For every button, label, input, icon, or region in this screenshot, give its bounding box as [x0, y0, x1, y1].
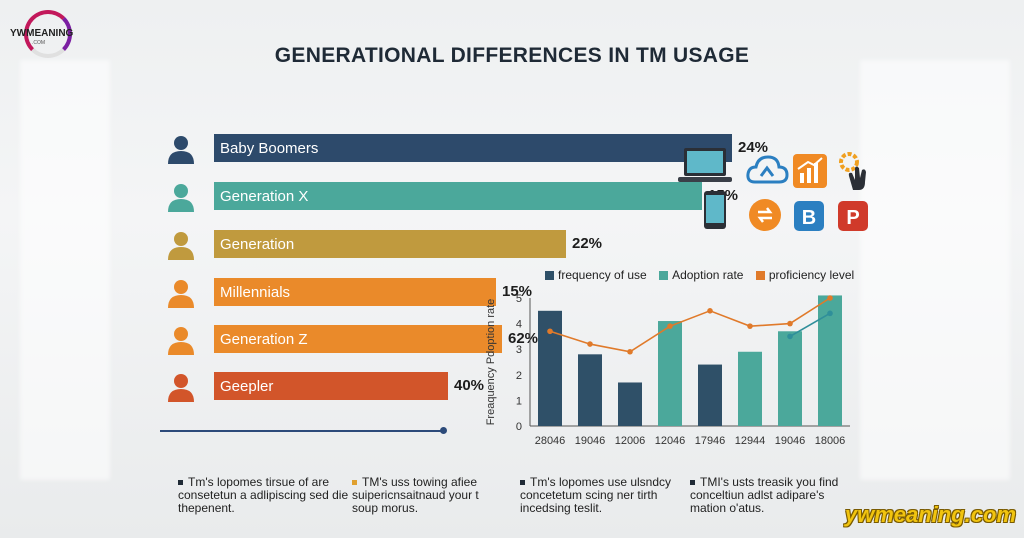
bars-axis-dot: [440, 427, 447, 434]
note-2-text: TM's uss towing afiee suipericnsaitnaud …: [352, 475, 479, 515]
generation-bar: Generation X: [214, 182, 702, 210]
generation-bar: Generation Z: [214, 325, 502, 353]
legend-swatch-frequency: [545, 271, 554, 280]
generation-bar: Geepler: [214, 372, 448, 400]
bar-mark: [778, 331, 802, 426]
line-point: [787, 320, 793, 327]
note-bullet: [352, 480, 357, 486]
x-tick-label: 19046: [775, 435, 806, 447]
bar-mark: [738, 351, 762, 426]
legend-adoption: Adoption rate: [672, 268, 744, 282]
line-point: [827, 310, 833, 317]
cloud-icon: [746, 155, 789, 184]
b-letter-icon: B: [794, 201, 824, 231]
legend-swatch-adoption: [659, 271, 669, 280]
generation-percent: 22%: [572, 235, 603, 252]
y-tick-label: 2: [516, 370, 522, 382]
bar-mark: [578, 354, 602, 426]
generation-label: Generation X: [220, 188, 309, 205]
person-icon: [168, 374, 194, 402]
generation-label: Baby Boomers: [220, 140, 319, 157]
line-point: [627, 348, 633, 355]
x-tick-label: 12006: [615, 435, 646, 447]
brand-watermark: ywmeaning.com: [844, 502, 1016, 527]
y-tick-label: 3: [516, 344, 522, 356]
laptop-icon: [678, 148, 732, 182]
x-tick-label: 19046: [575, 435, 606, 447]
generation-percent: 62%: [508, 330, 539, 347]
bar-mark: [538, 310, 562, 426]
note-4-text: TMI's usts treasik you find conceltiun a…: [690, 475, 839, 515]
generation-label: Generation: [220, 236, 295, 253]
x-tick-label: 12046: [655, 435, 686, 447]
y-tick-label: 1: [516, 395, 522, 407]
bar-mark: [618, 382, 642, 426]
logo-ring-icon: [24, 10, 72, 58]
note-1-text: Tm's lopomes tirsue of are consetetun a …: [178, 475, 349, 515]
x-tick-label: 28046: [535, 435, 566, 447]
logo-text: YWMEANING: [10, 28, 74, 39]
line-point: [787, 333, 793, 340]
growth-chart-icon: [793, 154, 827, 188]
generation-label: Millennials: [220, 284, 291, 301]
bar-mark: [698, 364, 722, 426]
line-point: [827, 295, 833, 301]
svg-text:P: P: [846, 207, 859, 229]
generation-percent: 24%: [738, 139, 769, 156]
note-1: Tm's lopomes tirsue of are consetetun a …: [178, 476, 358, 515]
person-icon: [168, 327, 194, 355]
page-title: GENERATIONAL DIFFERENCES IN TM USAGE: [274, 44, 750, 67]
logo-subtext: .COM: [32, 40, 46, 46]
note-4: TMI's usts treasik you find conceltiun a…: [690, 476, 860, 515]
note-bullet: [178, 480, 183, 486]
chart-legend: frequency of use Adoption rate proficien…: [545, 268, 863, 282]
line-point: [747, 323, 753, 329]
bars-axis-line: [160, 430, 444, 432]
x-tick-label: 12944: [735, 435, 766, 447]
note-bullet: [520, 480, 525, 486]
bar-mark: [658, 321, 682, 426]
line-series: [789, 312, 831, 338]
x-tick-label: 18006: [815, 435, 846, 447]
y-axis-label: Freaquency Pdoption rate: [485, 299, 497, 426]
phone-icon: [704, 191, 726, 229]
gear-hand-icon: [839, 152, 866, 190]
p-letter-icon: P: [838, 201, 868, 231]
line-series: [549, 297, 831, 353]
generation-percent: 15%: [502, 283, 533, 300]
generation-bar: Baby Boomers: [214, 134, 732, 162]
legend-frequency: frequency of use: [558, 268, 647, 282]
generation-label: Geepler: [220, 378, 274, 395]
note-3: Tm's lopomes use ulsndcy concetetum scin…: [520, 476, 690, 515]
y-tick-label: 5: [516, 293, 522, 305]
note-2: TM's uss towing afiee suipericnsaitnaud …: [352, 476, 502, 515]
person-icon: [168, 280, 194, 308]
legend-proficiency: proficiency level: [768, 268, 855, 282]
person-icon: [168, 136, 194, 164]
x-tick-label: 17946: [695, 435, 726, 447]
svg-text:B: B: [802, 207, 816, 229]
generation-bar: Generation: [214, 230, 566, 258]
line-point: [547, 328, 553, 335]
note-bullet: [690, 480, 695, 486]
generation-percent: 40%: [454, 377, 485, 394]
generation-bar: Millennials: [214, 278, 496, 306]
usage-chart: 0 1 2 3 4 5 Freaquency Pdoption rate 28046 19046…: [485, 293, 850, 447]
line-point: [667, 323, 673, 329]
y-tick-label: 0: [516, 421, 522, 433]
generation-label: Generation Z: [220, 331, 308, 348]
person-icon: [168, 184, 194, 212]
note-3-text: Tm's lopomes use ulsndcy concetetum scin…: [520, 475, 672, 515]
person-icon: [168, 232, 194, 260]
brand-logo: YWMEANING .COM: [10, 8, 90, 60]
line-point: [707, 308, 713, 314]
y-tick-label: 4: [516, 319, 522, 331]
sync-icon: [749, 199, 781, 231]
line-point: [587, 341, 593, 347]
legend-swatch-proficiency: [755, 271, 765, 280]
